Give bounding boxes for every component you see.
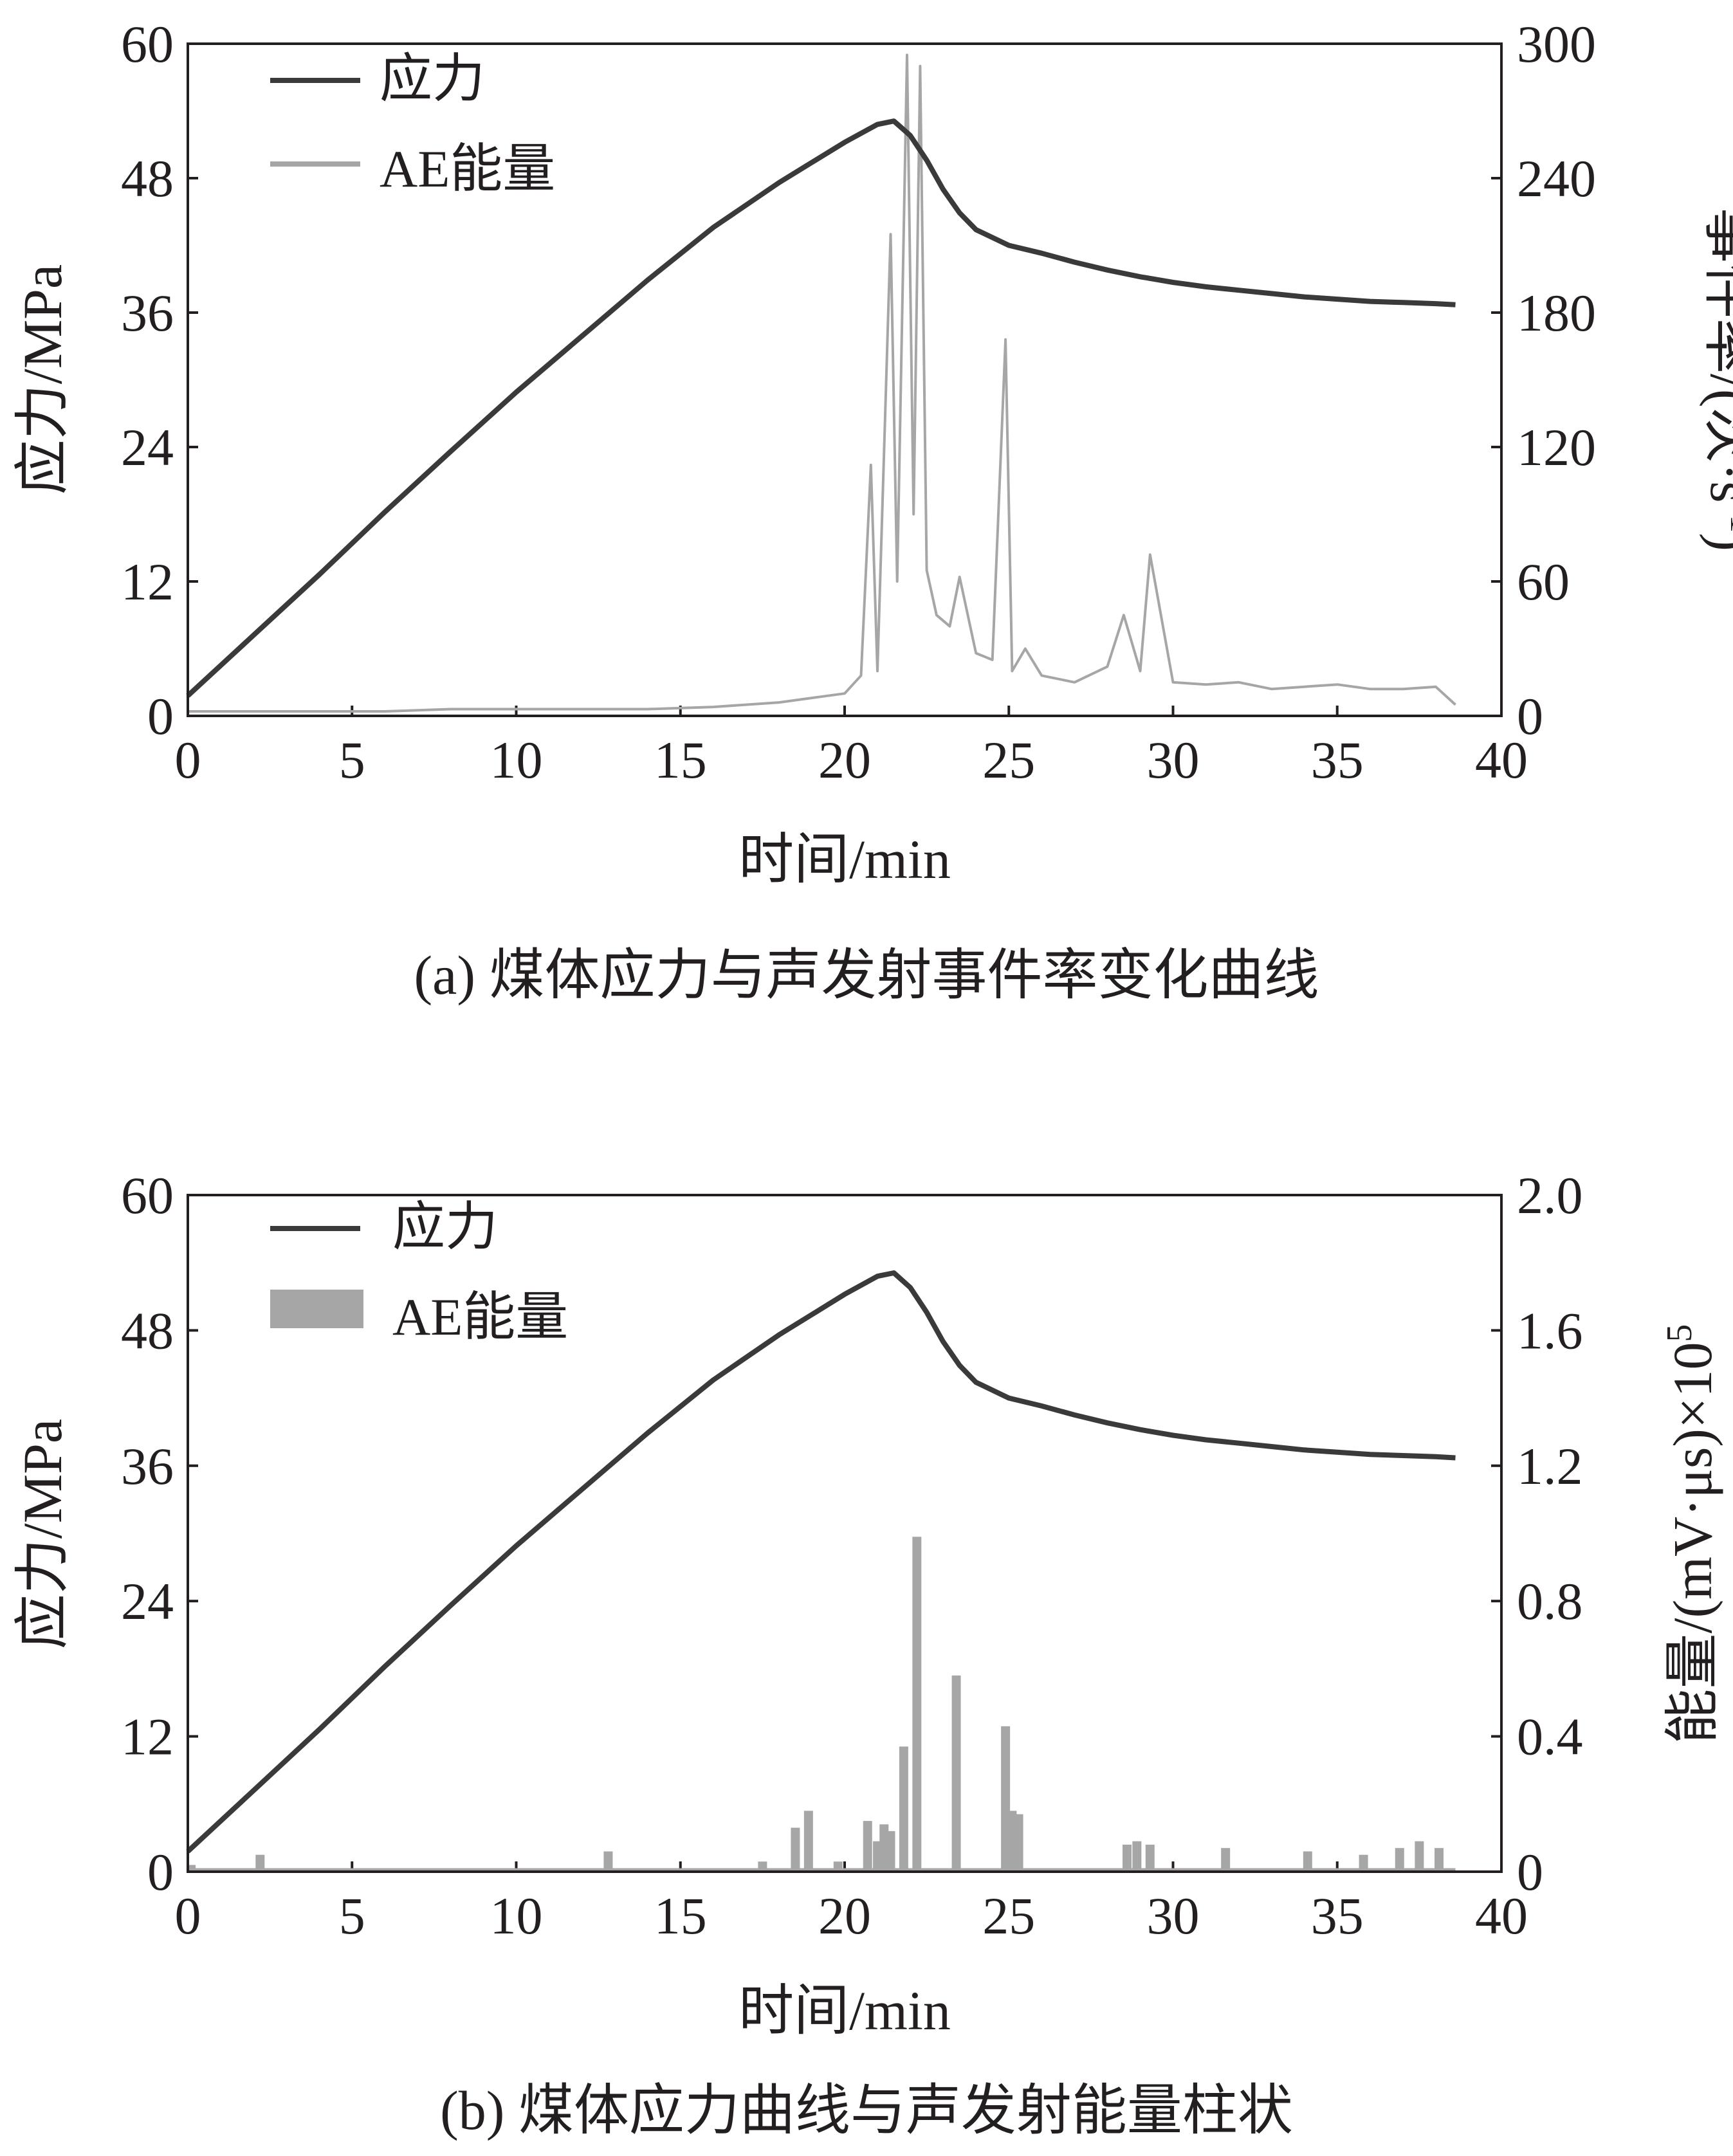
ae-energy-bar: [791, 1827, 800, 1872]
x-ticks: 0 5 10 15 20 25 30 35 40: [175, 706, 1528, 789]
caption: (b) 煤体应力曲线与声发射能量柱状: [440, 2079, 1293, 2141]
right-y-tick-label: 0.4: [1517, 1708, 1583, 1766]
legend-swatch-ae: [270, 1290, 363, 1328]
ae-energy-bar: [1145, 1844, 1155, 1872]
x-tick-label: 25: [982, 1886, 1035, 1945]
x-tick-label: 40: [1475, 731, 1528, 789]
legend: 应力 AE能量: [270, 50, 555, 198]
legend: 应力 AE能量: [270, 1198, 568, 1346]
ae-energy-bar: [1123, 1844, 1132, 1872]
ae-event-rate-line: [188, 53, 1456, 713]
x-tick-label: 5: [339, 1886, 365, 1945]
right-y-tick-label: 60: [1517, 553, 1570, 611]
x-tick-label: 10: [490, 731, 543, 789]
legend-label-stress: 应力: [380, 50, 485, 108]
x-tick-label: 20: [818, 731, 871, 789]
left-y-tick-label: 12: [121, 553, 174, 611]
x-tick-label: 30: [1147, 1886, 1200, 1945]
left-y-tick-label: 0: [147, 1843, 174, 1901]
ae-energy-bar: [1303, 1851, 1312, 1872]
ae-energy-bar: [1014, 1814, 1023, 1872]
left-y-tick-label: 24: [121, 1572, 174, 1631]
legend-label-ae: AE能量: [380, 140, 555, 198]
left-y-tick-label: 60: [121, 1166, 174, 1225]
right-y-tick-label: 0: [1517, 687, 1543, 745]
ae-energy-bar: [912, 1537, 922, 1872]
stress-line: [186, 1270, 1456, 1854]
ae-energy-bar: [603, 1851, 613, 1872]
ae-energy-bar: [951, 1675, 961, 1872]
right-y-axis-label-base: 能量/(mV·μs)×10: [1662, 1342, 1723, 1744]
ae-energy-bar: [255, 1854, 265, 1872]
plot-frame: [187, 42, 1503, 717]
x-tick-label: 15: [654, 1886, 707, 1945]
right-y-axis-label: 能量/(mV·μs)×105: [1660, 1324, 1723, 1744]
stress-line: [186, 118, 1456, 698]
right-y-tick-label: 1.6: [1517, 1301, 1583, 1360]
right-y-tick-label: 2.0: [1517, 1166, 1583, 1225]
left-y-tick-label: 48: [121, 1301, 174, 1360]
right-y-tick-label: 120: [1517, 418, 1596, 477]
x-tick-label: 40: [1475, 1886, 1528, 1945]
x-tick-label: 35: [1311, 731, 1364, 789]
right-y-axis-label-base: 事件率/(次·s: [1699, 208, 1733, 503]
ae-energy-bar: [1415, 1841, 1424, 1872]
right-y-axis-label-sup: 5: [1660, 1324, 1700, 1342]
x-tick-label: 25: [982, 731, 1035, 789]
left-y-tick-label: 36: [121, 284, 174, 342]
series: [186, 53, 1456, 713]
left-y-tick-label: 60: [121, 15, 174, 73]
left-y-tick-label: 36: [121, 1437, 174, 1495]
right-y-axis-label-sup: -1: [1723, 503, 1733, 533]
left-y-tick-label: 12: [121, 1708, 174, 1766]
ae-energy-bar: [863, 1821, 872, 1872]
x-tick-label: 10: [490, 1886, 543, 1945]
x-tick-label: 20: [818, 1886, 871, 1945]
ae-energy-bar: [1132, 1841, 1142, 1872]
x-ticks: 0 5 10 15 20 25 30 35 40: [175, 1861, 1528, 1945]
right-y-tick-label: 240: [1517, 149, 1596, 208]
right-y-tick-label: 0: [1517, 1843, 1543, 1901]
x-tick-label: 30: [1147, 731, 1200, 789]
ae-energy-bar: [1395, 1848, 1404, 1872]
ae-energy-bar: [1221, 1848, 1231, 1872]
x-axis-label: 时间/min: [738, 1980, 951, 2042]
ae-energy-bar: [1359, 1854, 1368, 1872]
x-tick-label: 35: [1311, 1886, 1364, 1945]
panel-b: 0 5 10 15 20 25 30 35 40 0 12 24 36 48 60 0 0.4 0.8 1.2 1…: [12, 1166, 1723, 2141]
x-axis-label: 时间/min: [738, 828, 951, 890]
right-y-tick-label: 180: [1517, 284, 1596, 342]
right-y-tick-label: 0.8: [1517, 1572, 1583, 1631]
ae-energy-bar: [1435, 1848, 1444, 1872]
ae-energy-bar: [803, 1811, 813, 1872]
right-y-ticks: 0 0.4 0.8 1.2 1.6 2.0: [1491, 1166, 1583, 1901]
right-y-tick-label: 300: [1517, 15, 1596, 73]
left-y-tick-label: 48: [121, 149, 174, 208]
legend-label-ae: AE能量: [392, 1288, 568, 1346]
right-y-axis-label: 事件率/(次·s-1): [1699, 208, 1733, 551]
left-y-tick-label: 0: [147, 687, 174, 745]
right-y-tick-label: 1.2: [1517, 1437, 1583, 1495]
left-y-tick-label: 24: [121, 418, 174, 477]
left-y-ticks: 0 12 24 36 48 60: [121, 15, 198, 745]
x-tick-label: 5: [339, 731, 365, 789]
left-y-axis-label: 应力/MPa: [12, 1419, 73, 1649]
right-y-ticks: 0 60 120 180 240 300: [1491, 15, 1596, 745]
caption: (a) 煤体应力与声发射事件率变化曲线: [414, 944, 1319, 1006]
series: [186, 1270, 1456, 1872]
left-y-axis-label: 应力/MPa: [12, 264, 73, 495]
x-tick-label: 0: [175, 1886, 201, 1945]
plot-frame: [187, 1194, 1503, 1873]
ae-energy-bar: [886, 1831, 895, 1872]
legend-label-stress: 应力: [392, 1198, 498, 1256]
right-y-axis-label-close: ): [1699, 533, 1733, 551]
x-tick-label: 0: [175, 731, 201, 789]
ae-energy-bar: [899, 1746, 908, 1872]
left-y-ticks: 0 12 24 36 48 60: [121, 1166, 198, 1901]
panel-a: 0 5 10 15 20 25 30 35 40 0 12 24 36 48 60 0 60 120 180 24…: [12, 15, 1733, 1006]
x-tick-label: 15: [654, 731, 707, 789]
